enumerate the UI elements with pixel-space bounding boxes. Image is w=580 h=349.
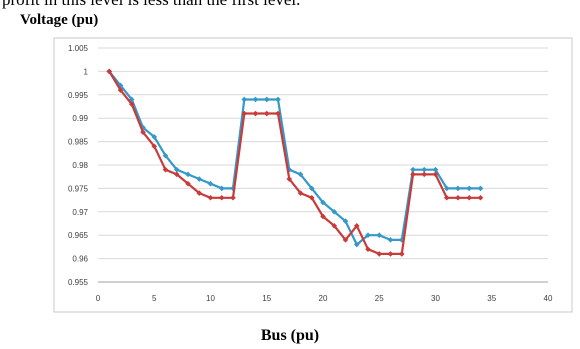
x-tick-label: 0 bbox=[96, 294, 101, 303]
data-point bbox=[353, 223, 360, 229]
x-tick-label: 15 bbox=[262, 294, 271, 303]
data-point bbox=[241, 110, 248, 117]
x-tick-label: 20 bbox=[319, 294, 328, 303]
data-point bbox=[263, 96, 270, 103]
y-tick-label: 0.995 bbox=[68, 91, 89, 100]
data-point bbox=[263, 110, 270, 117]
data-point bbox=[455, 185, 461, 192]
data-point bbox=[308, 194, 315, 201]
data-point bbox=[376, 251, 383, 257]
data-point bbox=[331, 209, 338, 215]
data-point bbox=[185, 171, 191, 178]
data-point bbox=[252, 110, 259, 117]
caption-fragment: profit in this level is less than the fi… bbox=[2, 0, 300, 10]
series-1 bbox=[106, 68, 484, 257]
data-point bbox=[162, 152, 169, 159]
y-tick-label: 0.955 bbox=[68, 278, 89, 287]
data-point bbox=[162, 166, 169, 173]
data-point bbox=[196, 176, 203, 182]
x-tick-label: 5 bbox=[152, 294, 157, 303]
data-point bbox=[477, 185, 484, 192]
x-tick-label: 25 bbox=[375, 294, 384, 303]
data-point bbox=[252, 96, 259, 103]
data-point bbox=[297, 190, 304, 196]
data-point bbox=[365, 246, 371, 253]
data-point bbox=[207, 180, 214, 187]
data-point bbox=[173, 171, 180, 178]
data-point bbox=[218, 194, 225, 201]
data-point bbox=[308, 185, 315, 192]
y-axis-title: Voltage (pu) bbox=[20, 12, 99, 28]
x-tick-label: 40 bbox=[544, 294, 553, 303]
x-tick-label: 35 bbox=[487, 294, 496, 303]
data-point bbox=[117, 87, 124, 93]
data-point bbox=[151, 134, 158, 140]
data-point bbox=[320, 199, 326, 206]
data-point bbox=[241, 96, 248, 103]
series-line bbox=[108, 70, 481, 246]
y-tick-label: 0.975 bbox=[68, 184, 89, 193]
y-tick-label: 0.985 bbox=[68, 138, 89, 147]
data-point bbox=[151, 143, 158, 150]
data-point bbox=[387, 237, 394, 243]
data-point bbox=[218, 185, 225, 192]
data-point bbox=[286, 176, 293, 182]
chart-frame bbox=[53, 37, 573, 313]
data-point bbox=[432, 166, 439, 173]
y-tick-label: 0.97 bbox=[72, 208, 88, 217]
data-point bbox=[331, 223, 338, 229]
data-point bbox=[185, 180, 191, 187]
x-tick-label: 30 bbox=[431, 294, 440, 303]
series-line bbox=[108, 70, 481, 255]
data-point bbox=[410, 166, 416, 173]
y-tick-label: 0.96 bbox=[72, 255, 88, 264]
data-point bbox=[320, 213, 326, 220]
data-point bbox=[342, 237, 349, 243]
series-0 bbox=[106, 68, 484, 248]
x-tick-label: 10 bbox=[206, 294, 215, 303]
y-tick-label: 0.98 bbox=[72, 161, 88, 170]
data-point bbox=[466, 185, 473, 192]
data-point bbox=[230, 194, 236, 201]
data-point bbox=[421, 166, 428, 173]
data-point bbox=[275, 110, 281, 117]
y-tick-label: 1 bbox=[84, 67, 89, 76]
data-point bbox=[196, 190, 203, 196]
data-point bbox=[173, 166, 180, 173]
data-point bbox=[353, 241, 360, 248]
data-point bbox=[432, 171, 439, 178]
data-point bbox=[410, 171, 416, 178]
data-point bbox=[387, 251, 394, 257]
y-tick-label: 0.99 bbox=[72, 114, 88, 123]
data-point bbox=[140, 129, 146, 136]
data-point bbox=[376, 232, 383, 238]
data-point bbox=[207, 194, 214, 201]
y-tick-label: 0.965 bbox=[68, 231, 89, 240]
data-point bbox=[297, 171, 304, 178]
data-point bbox=[443, 194, 450, 201]
data-point bbox=[443, 185, 450, 192]
data-point bbox=[398, 251, 405, 257]
data-point bbox=[365, 232, 371, 238]
data-point bbox=[128, 101, 135, 107]
data-point bbox=[466, 194, 473, 201]
data-point bbox=[421, 171, 428, 178]
y-tick-label: 1.005 bbox=[68, 44, 89, 53]
data-point bbox=[455, 194, 461, 201]
data-point bbox=[106, 68, 113, 75]
data-point bbox=[342, 218, 349, 224]
x-axis-title: Bus (pu) bbox=[260, 327, 320, 344]
data-point bbox=[477, 194, 484, 201]
data-point bbox=[275, 96, 281, 103]
